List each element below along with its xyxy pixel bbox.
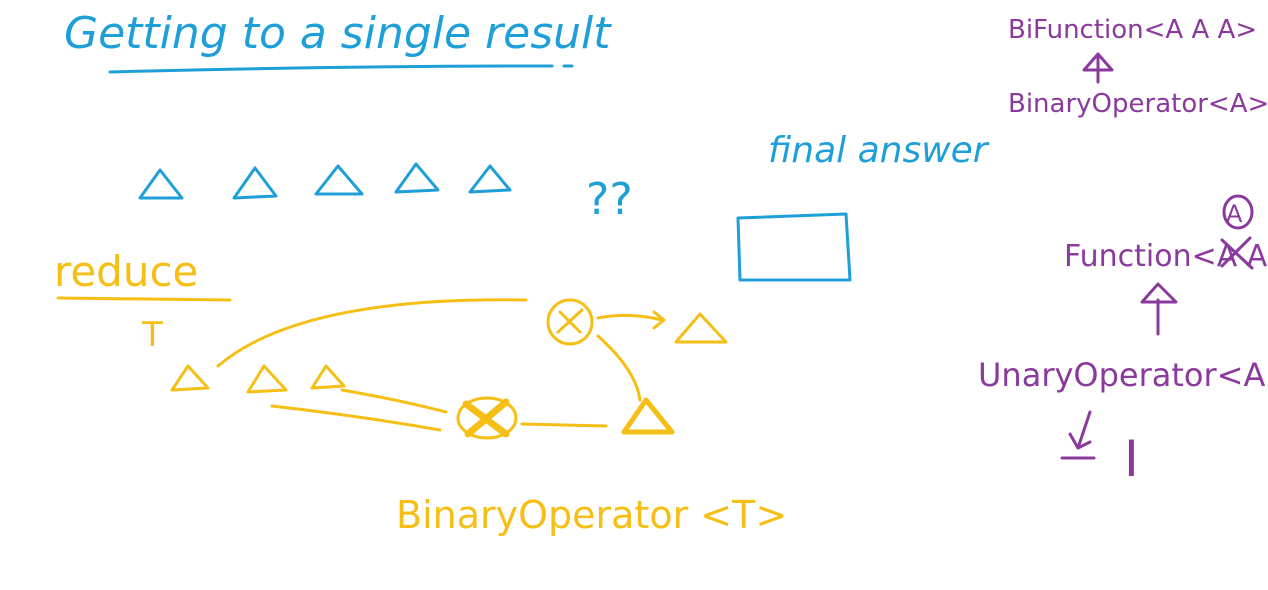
bifunction-label: BiFunction<A A A> [1008, 15, 1257, 45]
identity-symbol: I [1124, 430, 1139, 488]
blue-triangle-4 [394, 162, 440, 194]
upper-operator-arrow [596, 310, 666, 330]
line-lower-operator-to-triangle [520, 422, 608, 428]
down-arrow-to-identity [1068, 410, 1092, 450]
line-upper-operator-to-lower-triangle [596, 334, 642, 402]
inherits-arrow-binary-to-bifunction [1082, 52, 1114, 84]
yellow-triangle-1 [170, 364, 210, 392]
function-param-note-circle [1222, 194, 1254, 230]
title-text: Getting to a single result [64, 8, 612, 59]
upper-operator-circle [546, 298, 594, 346]
lower-operator-circle [456, 396, 518, 440]
binary-operator-purple-label: BinaryOperator<A> [1008, 89, 1268, 119]
inherits-arrow-unary-to-function [1140, 282, 1178, 336]
yellow-triangle-upper-result [674, 312, 728, 344]
yellow-triangle-2 [246, 364, 288, 394]
binary-operator-label: BinaryOperator <T> [396, 493, 787, 537]
long-arc-to-upper-operator [216, 298, 528, 368]
final-answer-box [736, 212, 852, 282]
yellow-triangle-3 [310, 364, 346, 390]
blue-triangle-3 [314, 164, 364, 196]
final-answer-label: final answer [768, 130, 990, 171]
blue-triangle-5 [468, 164, 512, 194]
line-from-triangle-2-to-lower-operator [270, 404, 442, 432]
blue-triangle-2 [232, 166, 278, 200]
function-label: Function<A A> [1064, 239, 1268, 274]
unary-operator-label: UnaryOperator<A> [978, 356, 1268, 394]
purple-ink-group: BiFunction<A A A> BinaryOperator<A> A Fu… [978, 15, 1268, 488]
function-param-note: A [1226, 200, 1243, 228]
line-from-triangle-3-to-lower-operator [340, 388, 448, 414]
function-strikeout [1220, 236, 1254, 270]
lower-operator-x [462, 398, 510, 438]
reduce-label: reduce [54, 247, 198, 296]
reduce-type-label: T [141, 315, 163, 355]
blue-triangle-1 [138, 168, 184, 200]
question-marks: ?? [586, 174, 633, 225]
yellow-triangle-lower-result [621, 397, 675, 435]
title-underline [108, 64, 554, 74]
reduce-underline [56, 296, 232, 302]
blue-ink-group: Getting to a single result ?? final answ… [64, 8, 990, 282]
upper-operator-x [556, 308, 584, 334]
yellow-ink-group: reduce T BinaryOperator <T> [54, 247, 787, 537]
